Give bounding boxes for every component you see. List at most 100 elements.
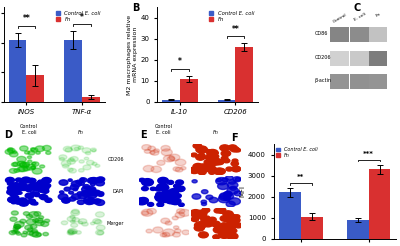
Circle shape — [223, 231, 234, 237]
Circle shape — [164, 155, 175, 162]
Circle shape — [59, 180, 68, 185]
Circle shape — [69, 169, 76, 173]
Circle shape — [8, 188, 15, 193]
Circle shape — [23, 167, 30, 171]
Circle shape — [40, 183, 48, 188]
Circle shape — [165, 194, 170, 197]
Circle shape — [43, 232, 48, 236]
Circle shape — [42, 145, 51, 151]
Circle shape — [216, 178, 222, 182]
Circle shape — [95, 164, 100, 167]
Circle shape — [193, 143, 202, 148]
Circle shape — [92, 162, 97, 165]
Bar — [180, 79, 198, 102]
Circle shape — [78, 169, 84, 172]
Circle shape — [14, 221, 24, 227]
Circle shape — [203, 221, 213, 227]
Text: F: F — [231, 133, 237, 143]
Circle shape — [34, 193, 40, 197]
Circle shape — [162, 232, 170, 237]
Circle shape — [70, 156, 78, 162]
Circle shape — [222, 178, 228, 182]
Circle shape — [82, 186, 91, 192]
Bar — [162, 100, 180, 102]
Circle shape — [70, 215, 75, 218]
Circle shape — [72, 231, 77, 234]
Circle shape — [68, 230, 74, 233]
Circle shape — [81, 190, 90, 196]
Text: Control
E. coli: Control E. coli — [155, 124, 172, 135]
Circle shape — [21, 186, 28, 190]
Bar — [236, 47, 253, 102]
Circle shape — [33, 219, 39, 222]
Circle shape — [192, 194, 201, 199]
Circle shape — [34, 192, 39, 195]
Circle shape — [146, 229, 152, 233]
Circle shape — [14, 225, 21, 229]
Circle shape — [223, 154, 228, 157]
Circle shape — [155, 187, 162, 191]
Circle shape — [12, 231, 16, 233]
Bar — [218, 100, 236, 102]
Circle shape — [209, 197, 218, 203]
Circle shape — [14, 199, 23, 204]
Circle shape — [165, 221, 172, 225]
Circle shape — [179, 203, 184, 206]
Circle shape — [94, 201, 98, 204]
Circle shape — [86, 186, 96, 192]
Circle shape — [11, 211, 18, 215]
Circle shape — [31, 192, 36, 195]
Circle shape — [10, 200, 14, 202]
Circle shape — [176, 180, 184, 185]
Circle shape — [168, 197, 175, 202]
Circle shape — [36, 233, 42, 236]
Circle shape — [90, 222, 95, 225]
Circle shape — [40, 194, 45, 197]
Circle shape — [170, 198, 181, 205]
Circle shape — [160, 233, 167, 237]
Circle shape — [27, 231, 34, 235]
Circle shape — [28, 151, 35, 155]
Circle shape — [167, 180, 174, 184]
Circle shape — [80, 178, 87, 182]
Text: CD206: CD206 — [315, 55, 331, 60]
Circle shape — [88, 192, 97, 198]
Circle shape — [94, 220, 102, 224]
Circle shape — [29, 178, 36, 183]
Circle shape — [20, 146, 28, 151]
Circle shape — [148, 202, 154, 206]
Text: B: B — [132, 3, 140, 13]
Circle shape — [139, 178, 145, 182]
Text: **: ** — [232, 25, 239, 34]
Circle shape — [175, 167, 183, 172]
Circle shape — [83, 184, 90, 189]
Circle shape — [96, 225, 105, 231]
Circle shape — [217, 161, 223, 164]
Text: CD86: CD86 — [315, 31, 328, 36]
Circle shape — [227, 182, 238, 188]
Circle shape — [62, 164, 69, 168]
Circle shape — [33, 202, 38, 205]
Circle shape — [77, 192, 83, 195]
Circle shape — [162, 190, 173, 197]
Circle shape — [40, 165, 45, 168]
Circle shape — [161, 198, 168, 202]
Circle shape — [172, 198, 177, 201]
Circle shape — [73, 188, 78, 191]
Circle shape — [196, 146, 208, 153]
Circle shape — [40, 185, 49, 191]
Circle shape — [77, 200, 84, 204]
Circle shape — [15, 184, 21, 188]
Circle shape — [19, 166, 28, 172]
Circle shape — [82, 222, 88, 226]
Circle shape — [90, 183, 95, 186]
Circle shape — [138, 198, 148, 204]
Circle shape — [72, 217, 80, 222]
Circle shape — [96, 230, 104, 235]
Circle shape — [35, 220, 44, 226]
Bar — [279, 192, 301, 239]
Circle shape — [22, 162, 30, 167]
Circle shape — [161, 149, 172, 156]
Circle shape — [165, 197, 177, 204]
Circle shape — [210, 156, 218, 161]
